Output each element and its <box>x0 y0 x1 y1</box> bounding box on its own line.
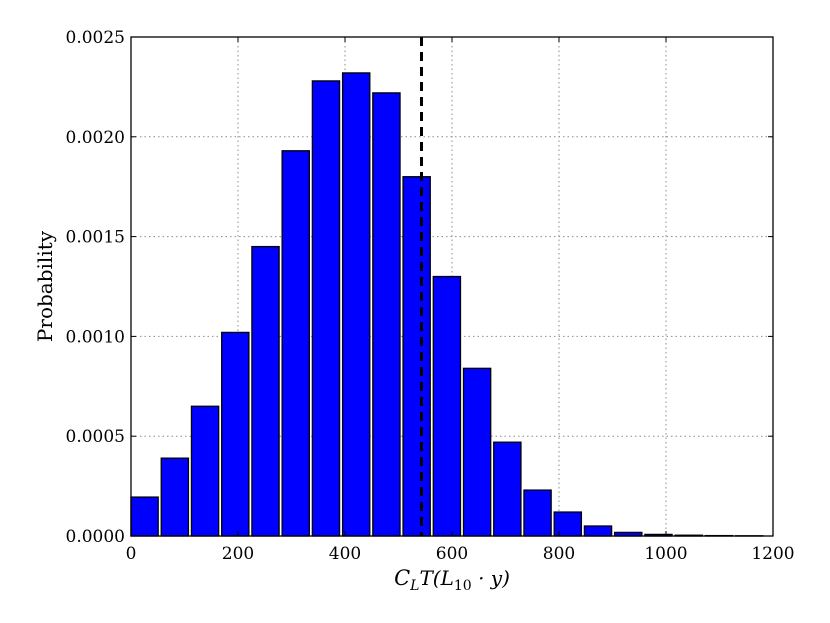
x-axis-title-sub1: L <box>409 578 419 594</box>
x-tick-label-5: 1000 <box>644 544 687 564</box>
x-tick-label-6: 1200 <box>751 544 794 564</box>
histogram-bar-11 <box>462 367 492 537</box>
y-axis-title: Probability <box>33 230 57 342</box>
x-tick-labels: 0 200 400 600 800 1000 1200 <box>126 544 795 564</box>
x-axis-title-sub2: 10 <box>454 578 472 594</box>
histogram-bar-1 <box>160 457 190 537</box>
x-tick-label-2: 400 <box>329 544 361 564</box>
histogram-bar-10 <box>432 275 462 537</box>
x-tick-label-1: 200 <box>222 544 254 564</box>
x-tick-label-0: 0 <box>126 544 137 564</box>
histogram-bar-0 <box>130 496 159 537</box>
y-tick-labels: 0.0000 0.0005 0.0010 0.0015 0.0020 0.0025 <box>66 28 125 547</box>
x-tick-label-4: 800 <box>543 544 575 564</box>
histogram-bar-9 <box>402 176 431 537</box>
x-axis-title-end: · y) <box>472 566 510 590</box>
y-tick-label-2: 0.0010 <box>66 327 125 347</box>
histogram-bar-2 <box>190 405 220 537</box>
histogram-bar-14 <box>553 511 583 537</box>
histogram-bar-13 <box>523 489 552 537</box>
x-axis-title-mid: T(L <box>419 566 453 590</box>
x-tick-label-3: 600 <box>436 544 468 564</box>
y-tick-label-1: 0.0005 <box>66 427 125 447</box>
histogram-bars <box>130 72 764 537</box>
y-tick-label-3: 0.0015 <box>66 228 125 248</box>
histogram-bar-8 <box>372 92 401 537</box>
histogram-bar-12 <box>493 441 522 537</box>
y-tick-label-0: 0.0000 <box>66 527 125 547</box>
x-axis-title: CLT(L10 · y) <box>394 566 510 594</box>
y-tick-label-4: 0.0020 <box>66 128 125 148</box>
histogram-bar-7 <box>341 72 371 537</box>
y-tick-label-5: 0.0025 <box>66 28 125 48</box>
histogram-bar-3 <box>221 331 250 537</box>
histogram-bar-4 <box>251 245 280 537</box>
axis-ticks <box>130 36 774 537</box>
histogram-bar-6 <box>311 80 341 537</box>
x-axis-title-script: C <box>394 566 410 590</box>
histogram-bar-5 <box>281 150 310 537</box>
histogram-bar-15 <box>583 525 613 537</box>
